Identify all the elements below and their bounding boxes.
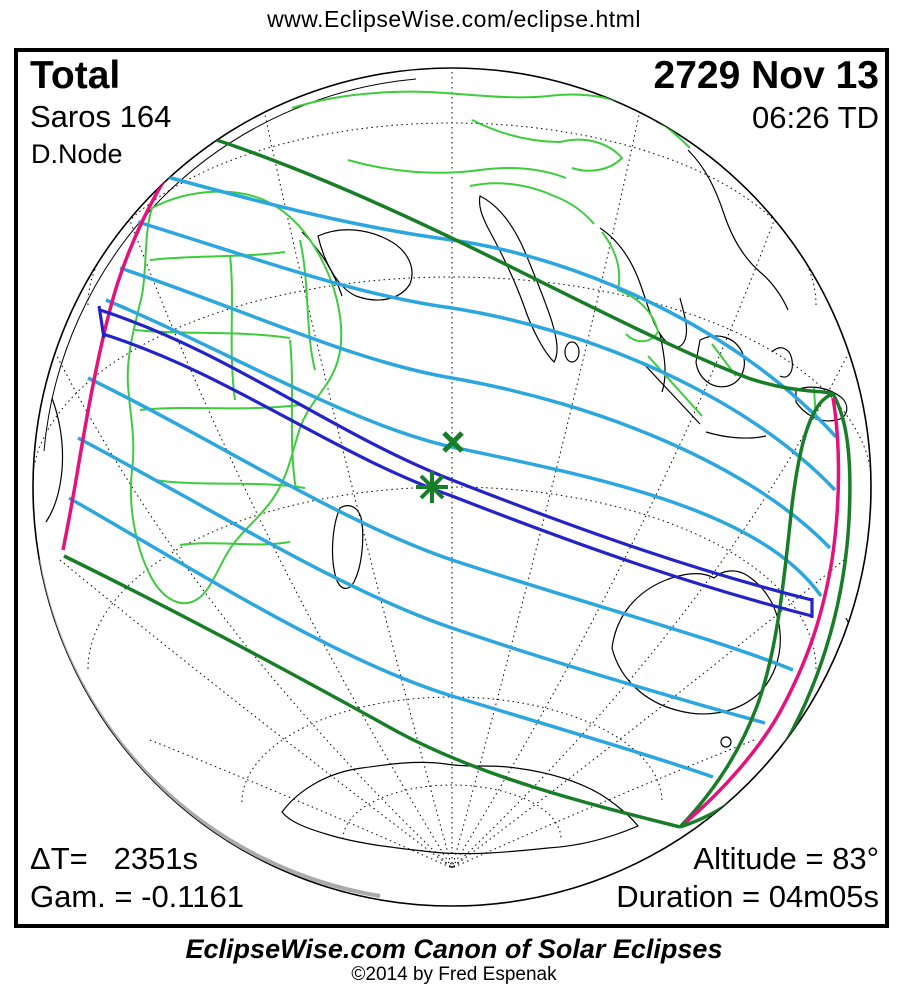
subsolar-point-marker (442, 431, 464, 453)
altitude-value: Altitude = 83° (693, 841, 879, 876)
node-label: D.Node (31, 139, 123, 169)
magnitude-curves (68, 173, 838, 779)
site-url: www.EclipseWise.com/eclipse.html (267, 6, 641, 32)
penumbral-limits (63, 132, 852, 829)
graticule (33, 68, 871, 869)
eclipse-date: 2729 Nov 13 (653, 54, 880, 97)
eclipse-type-label: Total (30, 54, 121, 97)
map-frame (14, 48, 889, 928)
duration-value: Duration = 04m05s (616, 879, 879, 914)
greatest-eclipse-marker (416, 471, 448, 503)
footer-copyright: ©2014 by Fred Espenak (351, 964, 557, 985)
country-borders (126, 90, 817, 605)
saros-label: Saros 164 (30, 99, 172, 134)
sunrise-sunset-curves (61, 131, 841, 824)
central-path (97, 305, 814, 618)
eclipse-time: 06:26 TD (752, 100, 879, 135)
footer-title: EclipseWise.com Canon of Solar Eclipses (185, 934, 723, 964)
delta-t-value: ΔT= 2351s (30, 841, 199, 876)
gamma-value: Gam. = -0.1161 (30, 879, 244, 914)
